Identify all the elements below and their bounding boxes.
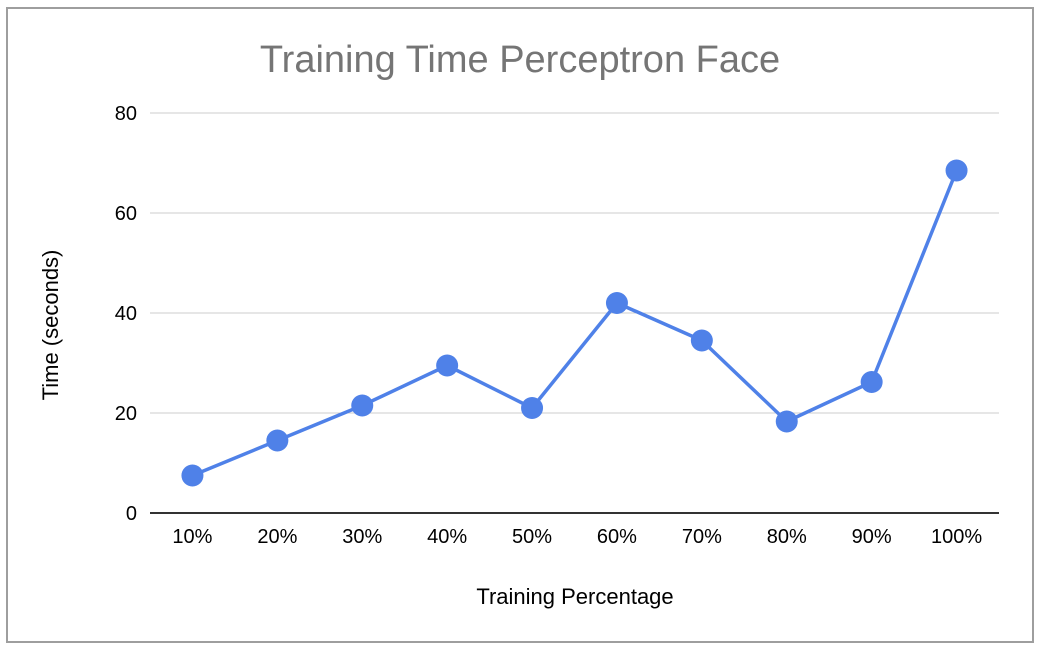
- x-axis-ticks: 10% 20% 30% 40% 50% 60% 70% 80% 90% 100%: [172, 526, 982, 548]
- x-tick-label: 40%: [427, 526, 467, 548]
- y-tick-label: 60: [115, 203, 137, 225]
- x-tick-label: 50%: [512, 526, 552, 548]
- y-tick-label: 0: [126, 503, 137, 525]
- grid-layer: [150, 112, 999, 514]
- data-point: [181, 464, 204, 487]
- x-tick-label: 30%: [342, 526, 382, 548]
- y-tick-label: 40: [115, 303, 137, 325]
- data-point: [605, 292, 628, 314]
- data-point: [436, 354, 459, 377]
- y-tick-label: 20: [115, 403, 137, 425]
- chart-title: Training Time Perceptron Face: [260, 39, 780, 81]
- x-tick-label: 20%: [257, 526, 297, 548]
- series-line: [190, 168, 959, 478]
- data-point: [521, 397, 544, 419]
- data-point: [351, 394, 374, 417]
- data-point: [775, 410, 798, 433]
- x-tick-label: 100%: [931, 526, 982, 548]
- y-axis-ticks: 0 20 40 60 80: [115, 103, 137, 525]
- x-tick-label: 60%: [597, 526, 637, 548]
- x-tick-label: 80%: [767, 526, 807, 548]
- x-axis-title: Training Percentage: [476, 584, 673, 609]
- series-layer: [181, 159, 968, 487]
- data-point: [945, 159, 968, 182]
- y-tick-label: 80: [115, 103, 137, 125]
- x-tick-label: 90%: [852, 526, 892, 548]
- x-tick-label: 70%: [682, 526, 722, 548]
- y-axis-title: Time (seconds): [38, 250, 63, 401]
- data-point: [860, 371, 883, 393]
- data-point: [266, 429, 289, 452]
- x-tick-label: 10%: [172, 526, 212, 548]
- data-point: [690, 329, 713, 352]
